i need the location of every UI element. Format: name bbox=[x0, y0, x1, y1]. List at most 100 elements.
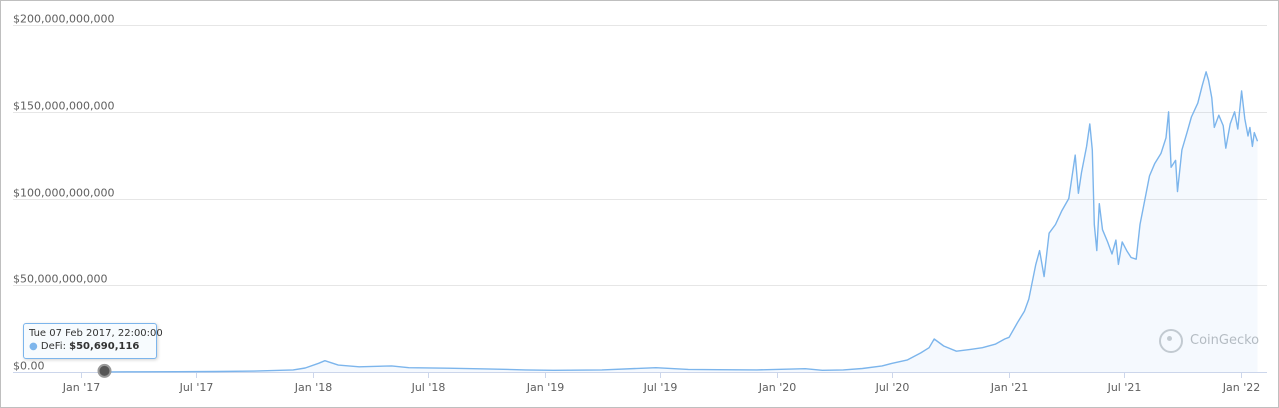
data-point[interactable] bbox=[484, 367, 488, 371]
data-point[interactable] bbox=[954, 349, 958, 353]
data-point[interactable] bbox=[993, 342, 997, 346]
data-point[interactable] bbox=[1189, 115, 1193, 119]
data-point[interactable] bbox=[214, 370, 218, 374]
data-point[interactable] bbox=[1176, 190, 1180, 194]
data-point[interactable] bbox=[523, 368, 527, 372]
data-point[interactable] bbox=[1047, 231, 1051, 235]
data-point[interactable] bbox=[755, 368, 759, 372]
data-point[interactable] bbox=[1243, 117, 1247, 121]
data-point[interactable] bbox=[1217, 113, 1221, 117]
data-point[interactable] bbox=[932, 337, 936, 341]
data-point[interactable] bbox=[1252, 131, 1256, 135]
data-point[interactable] bbox=[654, 366, 658, 370]
data-point[interactable] bbox=[1027, 297, 1031, 301]
data-point[interactable] bbox=[1116, 262, 1120, 266]
data-point[interactable] bbox=[1085, 144, 1089, 148]
data-point[interactable] bbox=[1212, 125, 1216, 129]
data-point[interactable] bbox=[1042, 275, 1046, 279]
data-point[interactable] bbox=[1196, 101, 1200, 105]
data-point[interactable] bbox=[1159, 151, 1163, 155]
data-point[interactable] bbox=[136, 370, 140, 374]
data-point[interactable] bbox=[803, 367, 807, 371]
data-point[interactable] bbox=[1067, 197, 1071, 201]
data-point[interactable] bbox=[942, 344, 946, 348]
data-point[interactable] bbox=[552, 368, 556, 372]
data-point[interactable] bbox=[968, 347, 972, 351]
data-point[interactable] bbox=[1210, 96, 1214, 100]
data-point[interactable] bbox=[446, 366, 450, 370]
data-point[interactable] bbox=[841, 368, 845, 372]
data-point[interactable] bbox=[1246, 134, 1250, 138]
data-point[interactable] bbox=[1142, 200, 1146, 204]
data-point[interactable] bbox=[1153, 162, 1157, 166]
data-point[interactable] bbox=[1200, 84, 1204, 88]
data-point[interactable] bbox=[1106, 240, 1110, 244]
data-point[interactable] bbox=[1090, 148, 1094, 152]
data-point[interactable] bbox=[1185, 131, 1189, 135]
data-point[interactable] bbox=[1038, 249, 1042, 253]
data-point[interactable] bbox=[880, 364, 884, 368]
data-point[interactable] bbox=[980, 346, 984, 350]
data-point[interactable] bbox=[1101, 228, 1105, 232]
data-point[interactable] bbox=[291, 368, 295, 372]
data-point[interactable] bbox=[252, 369, 256, 373]
data-point[interactable] bbox=[1076, 191, 1080, 195]
data-point[interactable] bbox=[1129, 256, 1133, 260]
data-point[interactable] bbox=[1148, 174, 1152, 178]
data-point[interactable] bbox=[1016, 320, 1020, 324]
data-point[interactable] bbox=[1110, 252, 1114, 256]
data-point[interactable] bbox=[1204, 70, 1208, 74]
data-point[interactable] bbox=[357, 365, 361, 369]
data-point[interactable] bbox=[1248, 125, 1252, 129]
data-point[interactable] bbox=[1138, 223, 1142, 227]
data-point[interactable] bbox=[323, 359, 327, 363]
data-point[interactable] bbox=[1164, 136, 1168, 140]
data-point[interactable] bbox=[1080, 171, 1084, 175]
data-point[interactable] bbox=[1236, 127, 1240, 131]
data-point[interactable] bbox=[407, 366, 411, 370]
data-point[interactable] bbox=[1088, 122, 1092, 126]
data-point[interactable] bbox=[1228, 122, 1232, 126]
market-cap-line[interactable] bbox=[104, 71, 1259, 373]
data-point[interactable] bbox=[1224, 146, 1228, 150]
data-point[interactable] bbox=[1250, 144, 1254, 148]
data-point[interactable] bbox=[919, 351, 923, 355]
data-point[interactable] bbox=[1095, 249, 1099, 253]
data-point[interactable] bbox=[716, 368, 720, 372]
data-point[interactable] bbox=[1167, 110, 1171, 114]
data-point[interactable] bbox=[317, 361, 321, 365]
data-point[interactable] bbox=[1221, 124, 1225, 128]
data-point[interactable] bbox=[686, 367, 690, 371]
data-point[interactable] bbox=[860, 367, 864, 371]
data-point[interactable] bbox=[1134, 257, 1138, 261]
data-point[interactable] bbox=[1169, 165, 1173, 169]
data-point[interactable] bbox=[1034, 262, 1038, 266]
data-point[interactable] bbox=[1007, 335, 1011, 339]
data-point[interactable] bbox=[1114, 238, 1118, 242]
data-point[interactable] bbox=[1207, 79, 1211, 83]
data-point[interactable] bbox=[927, 346, 931, 350]
data-point[interactable] bbox=[1174, 158, 1178, 162]
data-point[interactable] bbox=[600, 368, 604, 372]
data-point[interactable] bbox=[1022, 309, 1026, 313]
data-point[interactable] bbox=[1054, 223, 1058, 227]
data-point[interactable] bbox=[303, 366, 307, 370]
data-point[interactable] bbox=[890, 361, 894, 365]
data-point[interactable] bbox=[820, 368, 824, 372]
data-point[interactable] bbox=[336, 363, 340, 367]
data-point[interactable] bbox=[390, 364, 394, 368]
data-point[interactable] bbox=[1125, 249, 1129, 253]
data-point[interactable] bbox=[1060, 209, 1064, 213]
data-point[interactable] bbox=[1240, 89, 1244, 93]
data-point[interactable] bbox=[1180, 148, 1184, 152]
data-point[interactable] bbox=[1256, 139, 1260, 143]
data-point[interactable] bbox=[1097, 202, 1101, 206]
data-point[interactable] bbox=[1092, 223, 1096, 227]
data-point[interactable] bbox=[1233, 110, 1237, 114]
data-point[interactable] bbox=[906, 358, 910, 362]
data-point[interactable] bbox=[175, 370, 179, 374]
data-point[interactable] bbox=[1003, 337, 1007, 341]
data-point[interactable] bbox=[1073, 153, 1077, 157]
data-point[interactable] bbox=[1120, 240, 1124, 244]
